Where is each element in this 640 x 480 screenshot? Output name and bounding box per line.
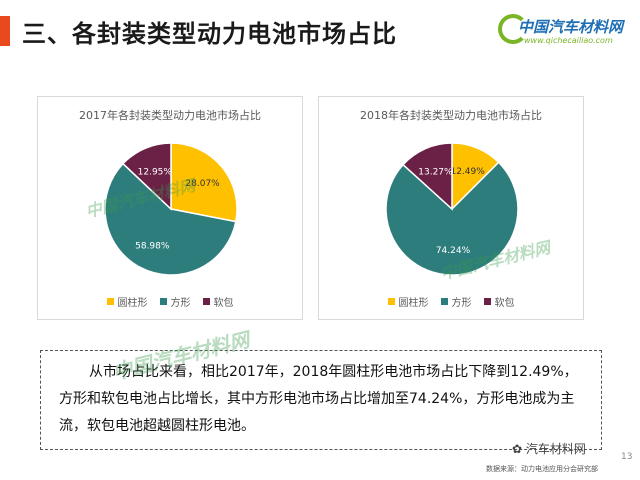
legend-label-prismatic: 方形 <box>170 298 191 309</box>
legend-item-pouch: 软包 <box>483 294 515 309</box>
legend-2018: 圆柱形 方形 软包 <box>319 294 583 309</box>
wechat-account-name: 汽车材料网 <box>525 442 586 456</box>
legend-item-cylindrical: 圆柱形 <box>387 294 429 309</box>
logo-ring-icon <box>498 14 528 44</box>
pie-chart-2017: 28.07% 58.98% 12.95% <box>104 142 238 276</box>
pie-slice-cylindrical <box>170 142 238 223</box>
data-source-note: 数据来源：动力电池应用分会研究部 <box>486 465 598 473</box>
wechat-account-label: ✿ 汽车材料网 <box>512 440 586 457</box>
data-label-pouch: 12.95% <box>138 167 173 177</box>
legend-swatch-cylindrical <box>387 298 395 305</box>
site-logo: 中国汽车材料网 www.qichecailiao.com <box>498 12 623 50</box>
legend-item-prismatic: 方形 <box>159 294 191 309</box>
legend-item-pouch: 软包 <box>202 294 234 309</box>
legend-swatch-pouch <box>483 298 491 305</box>
logo-name: 中国汽车材料网 <box>518 18 624 36</box>
chart-title-2017: 2017年各封装类型动力电池市场占比 <box>79 109 261 122</box>
chart-title-2018: 2018年各封装类型动力电池市场占比 <box>360 109 542 122</box>
legend-2017: 圆柱形 方形 软包 <box>38 294 302 309</box>
pie-slice-pouch <box>121 142 172 211</box>
summary-text-box: 从市场占比来看，相比2017年，2018年圆柱形电池市场占比下降到12.49%，… <box>40 327 602 450</box>
data-label-cylindrical: 28.07% <box>185 179 220 189</box>
data-label-prismatic: 58.98% <box>135 241 170 251</box>
chart-panel-2018: 2018年各封装类型动力电池市场占比 12.49% 74.24% 13.27% 中国… <box>318 96 584 320</box>
pie-slice-prismatic <box>385 161 519 276</box>
logo-url: www.qichecailiao.com <box>524 36 613 45</box>
legend-swatch-cylindrical <box>106 298 114 305</box>
data-label-cylindrical: 12.49% <box>450 167 485 177</box>
page-number: 13 <box>621 452 633 462</box>
legend-item-prismatic: 方形 <box>440 294 472 309</box>
slide-title: 三、各封装类型动力电池市场占比 <box>22 20 397 48</box>
legend-label-pouch: 软包 <box>213 298 234 309</box>
pie-slice-prismatic <box>104 162 237 276</box>
wechat-icon: ✿ <box>512 442 526 456</box>
legend-label-cylindrical: 圆柱形 <box>117 298 148 309</box>
pie-slice-pouch <box>402 142 453 211</box>
data-label-pouch: 13.27% <box>418 168 453 178</box>
pie-chart-2018: 12.49% 74.24% 13.27% <box>385 142 519 276</box>
legend-swatch-prismatic <box>440 298 448 305</box>
legend-item-cylindrical: 圆柱形 <box>106 294 148 309</box>
legend-swatch-prismatic <box>159 298 167 305</box>
summary-text: 从市场占比来看，相比2017年，2018年圆柱形电池市场占比下降到12.49%，… <box>59 364 578 434</box>
chart-panel-2017: 2017年各封装类型动力电池市场占比 28.07% 58.98% 12.95% 中国… <box>37 96 303 320</box>
title-marker <box>0 16 10 46</box>
legend-label-cylindrical: 圆柱形 <box>398 298 429 309</box>
legend-swatch-pouch <box>202 298 210 305</box>
data-label-prismatic: 74.24% <box>436 246 471 256</box>
title-bar: 三、各封装类型动力电池市场占比 中国汽车材料网 www.qichecailiao… <box>0 0 640 62</box>
legend-label-prismatic: 方形 <box>451 298 472 309</box>
legend-label-pouch: 软包 <box>494 298 515 309</box>
